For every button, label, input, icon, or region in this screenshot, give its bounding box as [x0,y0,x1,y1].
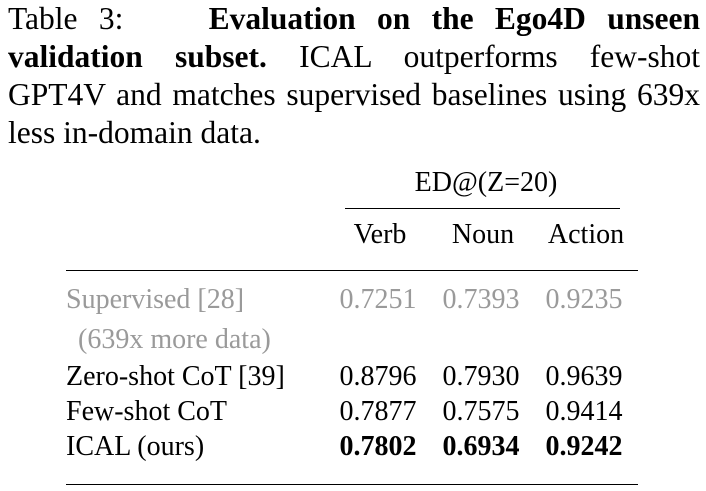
cell: 0.9414 [545,396,623,427]
column-header: Action [547,219,625,250]
row-label: ICAL (ours) [66,431,205,462]
group-header: ED@(Z=20) [414,167,558,198]
cell: 0.9242 [545,431,623,462]
cell: 0.7251 [339,284,417,315]
cell: 0.7877 [339,396,417,427]
row-label: Few-shot CoT [66,396,227,427]
column-header: Noun [451,219,515,250]
caption-text: ICAL outperforms few-shot GPT4V and matc… [8,39,700,150]
cell: 0.7930 [442,361,520,392]
cell: 0.6934 [442,431,520,462]
column-header: Verb [353,219,407,250]
row-label: Supervised [28] [66,284,245,315]
row-note: (639x more data) [78,324,271,355]
row-label: Zero-shot CoT [39] [66,361,285,392]
caption-label: Table 3: [8,1,124,36]
cell: 0.9639 [545,361,623,392]
cell: 0.9235 [545,284,623,315]
bottom-rule [66,484,638,485]
caption: Table 3: Evaluation on the Ego4D unseen … [8,0,700,152]
cell: 0.7393 [442,284,520,315]
group-rule [345,208,620,209]
mid-rule [66,270,638,271]
cell: 0.7802 [339,431,417,462]
caption-title: Evaluation on the Ego4D unseen validatio… [8,1,701,74]
cell: 0.7575 [442,396,520,427]
cell: 0.8796 [339,361,417,392]
